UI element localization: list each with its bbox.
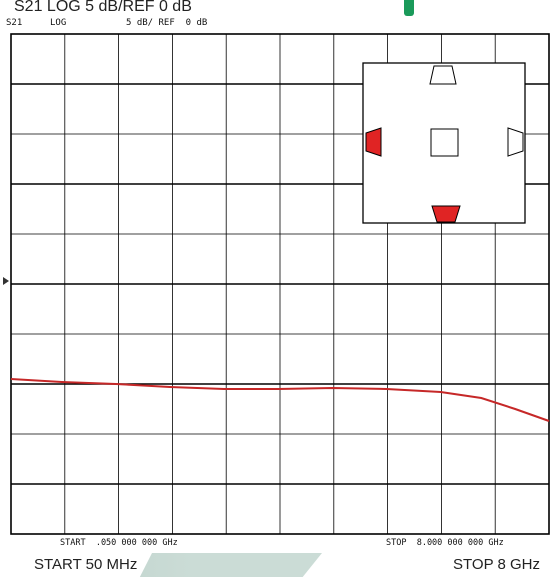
left-port-icon: [365, 127, 382, 157]
reference-marker: [3, 277, 9, 285]
instrument-stop: STOP 8.000 000 000 GHz: [386, 538, 504, 548]
instrument-scale: 5 dB/ REF 0 dB: [126, 18, 208, 28]
instrument-start: START .050 000 000 GHz: [60, 538, 178, 548]
instrument-format: LOG: [50, 18, 67, 28]
start-label-box: START 50 MHz: [0, 553, 152, 577]
accent-mark: [404, 0, 414, 16]
right-port-icon: [507, 127, 524, 157]
start-label: START 50 MHz: [34, 556, 138, 573]
header-title: S21 LOG 5 dB/REF 0 dB: [14, 0, 192, 15]
stop-label: STOP 8 GHz: [453, 556, 540, 573]
bottom-port-icon: [431, 205, 461, 223]
center-square-icon: [430, 128, 459, 157]
instrument-footer: START .050 000 000 GHz STOP 8.000 000 00…: [0, 538, 551, 552]
top-port-icon: [429, 65, 457, 85]
bottom-bar: START 50 MHz STOP 8 GHz: [0, 553, 551, 577]
s21-trace-line: [10, 378, 550, 422]
port-diagram-inset: [362, 62, 526, 224]
instrument-channel: S21: [6, 18, 23, 28]
instrument-header: S21 LOG 5 dB/ REF 0 dB: [6, 18, 546, 32]
